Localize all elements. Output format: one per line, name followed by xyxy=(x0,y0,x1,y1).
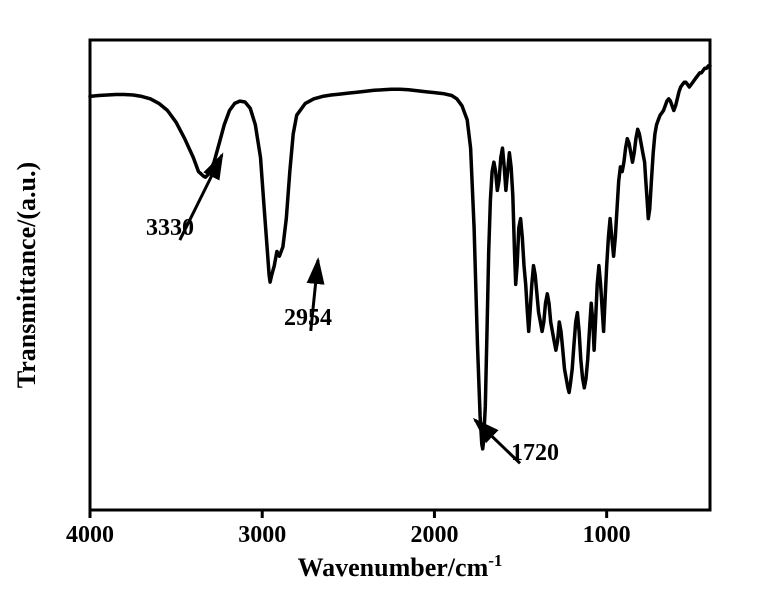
annotation-label: 1720 xyxy=(511,440,559,466)
x-axis-label: Wavenumber/cm-1 xyxy=(298,551,503,582)
annotation-label: 2954 xyxy=(284,305,332,331)
x-tick-label: 4000 xyxy=(66,522,114,548)
x-tick-label: 3000 xyxy=(238,522,286,548)
chart-svg: 4000 3000 2000 1000 Wavenumber/cm-1 Transmitt… xyxy=(0,0,766,615)
x-tick-label: 2000 xyxy=(410,522,458,548)
y-axis-label: Transmittance/(a.u.) xyxy=(12,162,41,388)
annotation-label: 3330 xyxy=(146,215,194,241)
x-tick-label: 1000 xyxy=(583,522,631,548)
ir-spectrum-chart: 4000 3000 2000 1000 Wavenumber/cm-1 Transmitt… xyxy=(0,0,766,615)
